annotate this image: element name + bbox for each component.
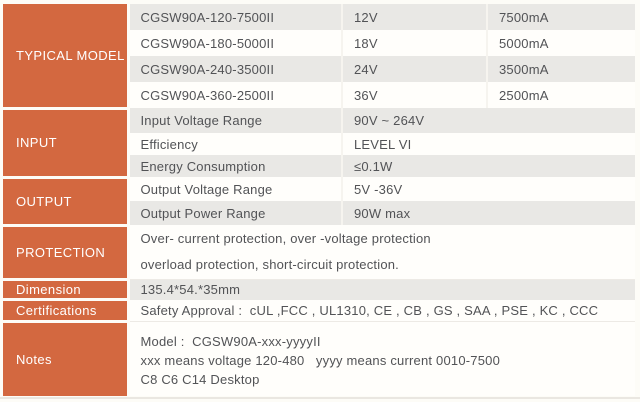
- protection-line-1: Over- current protection, over -voltage …: [140, 231, 431, 246]
- certifications-row: Certifications Safety Approval : cUL ,FC…: [3, 299, 635, 323]
- model-cell: CGSW90A-240-3500II: [128, 56, 342, 82]
- input-row: Energy Consumption ≤0.1W: [3, 155, 635, 177]
- certifications-value-cell: Safety Approval : cUL ,FCC , UL1310, CE …: [128, 299, 635, 322]
- protection-row: PROTECTION Over- current protection, ove…: [3, 225, 635, 281]
- typical-model-row: TYPICAL MODEL CGSW90A-120-7500II 12V 750…: [3, 4, 635, 110]
- spec-value-cell: ≤0.1W: [341, 155, 635, 177]
- protection-line-2: overload protection, short-circuit prote…: [140, 257, 399, 272]
- spec-table: TYPICAL MODEL CGSW90A-120-7500II 12V 750…: [3, 4, 635, 396]
- input-row: INPUT Input Voltage Range 90V ~ 264V: [3, 108, 635, 179]
- spec-name-cell: Output Voltage Range: [128, 177, 342, 201]
- notes-text-cell: Model : CGSW90A-xxx-yyyyII xxx means vol…: [128, 321, 635, 396]
- dimension-row: Dimension 135.4*54.*35mm: [3, 279, 635, 301]
- voltage-cell: 12V: [341, 4, 487, 30]
- spec-value-cell: 5V -36V: [341, 177, 635, 201]
- typical-model-row: CGSW90A-180-5000II 18V 5000mA: [3, 30, 635, 56]
- output-row: Output Power Range 90W max: [3, 201, 635, 225]
- protection-text-cell: Over- current protection, over -voltage …: [128, 225, 635, 280]
- section-label-dimension: Dimension: [3, 279, 130, 301]
- notes-row: Notes Model : CGSW90A-xxx-yyyyII xxx mea…: [3, 321, 635, 396]
- notes-line-2: xxx means voltage 120-480 yyyy means cur…: [140, 352, 501, 368]
- section-label-protection: PROTECTION: [3, 225, 130, 281]
- current-cell: 2500mA: [486, 82, 635, 108]
- section-label-notes: Notes: [3, 321, 130, 396]
- typical-model-row: CGSW90A-240-3500II 24V 3500mA: [3, 56, 635, 82]
- notes-line-3: C8 C6 C14 Desktop: [140, 371, 260, 387]
- current-cell: 3500mA: [486, 56, 635, 82]
- model-cell: CGSW90A-180-5000II: [128, 30, 342, 56]
- input-row: Efficiency LEVEL VI: [3, 133, 635, 155]
- table-bottom-edge: [0, 397, 640, 399]
- spec-value-cell: 90V ~ 264V: [341, 108, 635, 133]
- section-label-output: OUTPUT: [3, 177, 130, 227]
- model-cell: CGSW90A-120-7500II: [128, 4, 342, 30]
- typical-model-row: CGSW90A-360-2500II 36V 2500mA: [3, 82, 635, 108]
- spec-name-cell: Input Voltage Range: [128, 108, 342, 133]
- spec-value-cell: 90W max: [341, 201, 635, 225]
- output-row: OUTPUT Output Voltage Range 5V -36V: [3, 177, 635, 227]
- section-label-typical-model: TYPICAL MODEL: [3, 4, 130, 110]
- voltage-cell: 36V: [341, 82, 487, 108]
- voltage-cell: 18V: [341, 30, 487, 56]
- voltage-cell: 24V: [341, 56, 487, 82]
- current-cell: 5000mA: [486, 30, 635, 56]
- spec-value-cell: LEVEL VI: [341, 133, 635, 155]
- notes-line-1: Model : CGSW90A-xxx-yyyyII: [140, 333, 321, 349]
- dimension-value-cell: 135.4*54.*35mm: [128, 279, 635, 300]
- spec-name-cell: Energy Consumption: [128, 155, 342, 177]
- current-cell: 7500mA: [486, 4, 635, 30]
- model-cell: CGSW90A-360-2500II: [128, 82, 342, 108]
- spec-name-cell: Efficiency: [128, 133, 342, 155]
- section-label-input: INPUT: [3, 108, 130, 179]
- spec-name-cell: Output Power Range: [128, 201, 342, 225]
- section-label-certifications: Certifications: [3, 299, 130, 323]
